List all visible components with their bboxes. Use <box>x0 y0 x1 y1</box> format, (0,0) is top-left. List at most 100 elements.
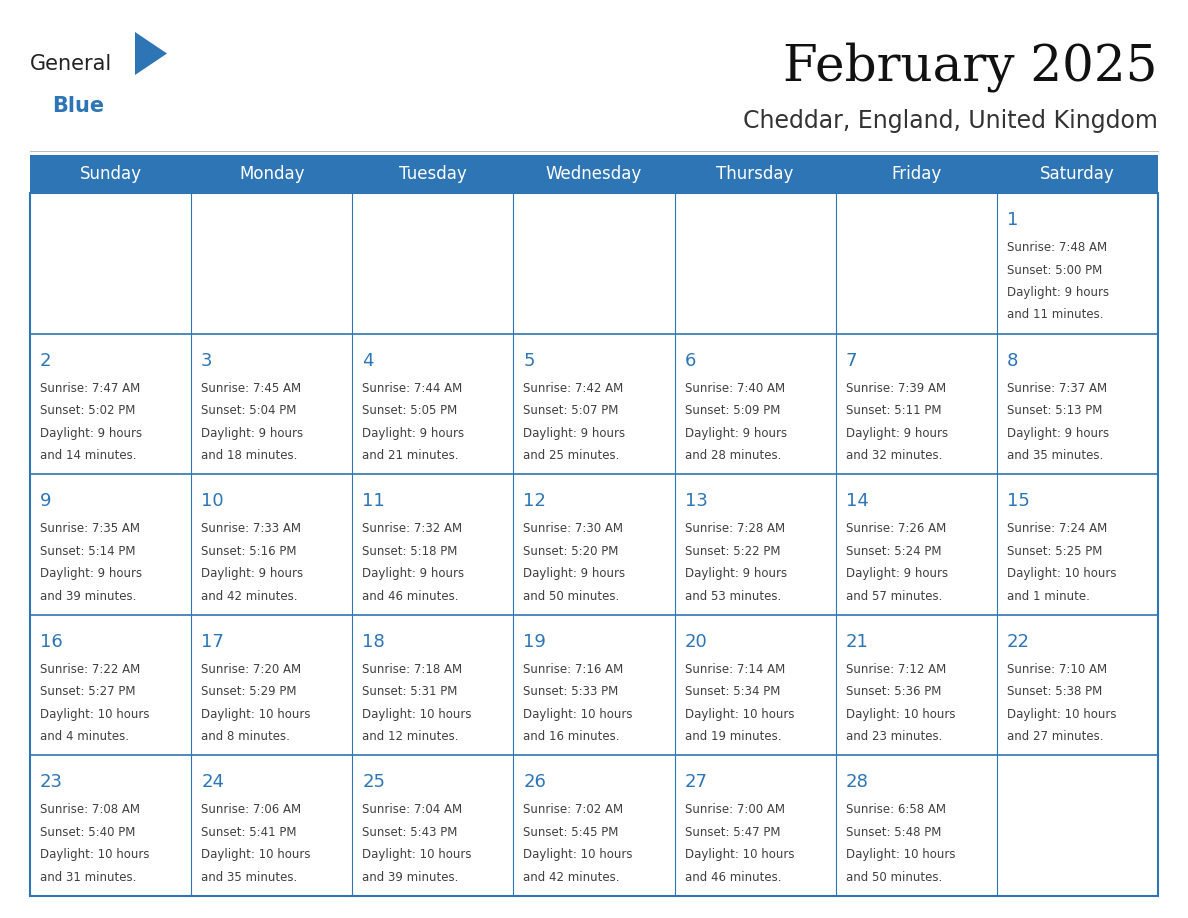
Text: Daylight: 9 hours: Daylight: 9 hours <box>201 567 303 580</box>
Text: Sunrise: 7:24 AM: Sunrise: 7:24 AM <box>1007 522 1107 535</box>
Text: 24: 24 <box>201 773 225 791</box>
Text: Sunset: 5:09 PM: Sunset: 5:09 PM <box>684 404 781 417</box>
Text: Daylight: 10 hours: Daylight: 10 hours <box>362 708 472 721</box>
Text: 25: 25 <box>362 773 385 791</box>
Text: Sunset: 5:29 PM: Sunset: 5:29 PM <box>201 686 297 699</box>
Text: Daylight: 9 hours: Daylight: 9 hours <box>846 567 948 580</box>
Text: 1: 1 <box>1007 211 1018 229</box>
Text: Sunset: 5:25 PM: Sunset: 5:25 PM <box>1007 544 1102 558</box>
Text: and 42 minutes.: and 42 minutes. <box>201 589 298 603</box>
Text: Sunrise: 7:06 AM: Sunrise: 7:06 AM <box>201 803 302 816</box>
Text: and 46 minutes.: and 46 minutes. <box>684 871 781 884</box>
Text: and 35 minutes.: and 35 minutes. <box>201 871 297 884</box>
Text: and 31 minutes.: and 31 minutes. <box>40 871 137 884</box>
Text: Sunrise: 7:37 AM: Sunrise: 7:37 AM <box>1007 382 1107 395</box>
Text: Sunrise: 7:32 AM: Sunrise: 7:32 AM <box>362 522 462 535</box>
Text: Sunset: 5:45 PM: Sunset: 5:45 PM <box>524 826 619 839</box>
Bar <box>30 193 1158 896</box>
Text: Daylight: 9 hours: Daylight: 9 hours <box>362 567 465 580</box>
Text: Monday: Monday <box>239 165 304 183</box>
Text: Sunset: 5:36 PM: Sunset: 5:36 PM <box>846 686 941 699</box>
Text: Sunset: 5:24 PM: Sunset: 5:24 PM <box>846 544 941 558</box>
Text: Sunset: 5:38 PM: Sunset: 5:38 PM <box>1007 686 1102 699</box>
Text: and 39 minutes.: and 39 minutes. <box>40 589 137 603</box>
Text: General: General <box>30 54 112 74</box>
Text: Daylight: 9 hours: Daylight: 9 hours <box>201 427 303 440</box>
Text: Sunrise: 7:47 AM: Sunrise: 7:47 AM <box>40 382 140 395</box>
Text: 18: 18 <box>362 633 385 651</box>
Text: Sunset: 5:48 PM: Sunset: 5:48 PM <box>846 826 941 839</box>
Text: and 16 minutes.: and 16 minutes. <box>524 731 620 744</box>
Text: 14: 14 <box>846 492 868 510</box>
Text: Sunrise: 7:20 AM: Sunrise: 7:20 AM <box>201 663 302 676</box>
Text: Daylight: 10 hours: Daylight: 10 hours <box>684 708 794 721</box>
Text: and 11 minutes.: and 11 minutes. <box>1007 308 1104 321</box>
Text: Sunrise: 7:08 AM: Sunrise: 7:08 AM <box>40 803 140 816</box>
Text: Sunrise: 7:39 AM: Sunrise: 7:39 AM <box>846 382 946 395</box>
Text: Sunset: 5:00 PM: Sunset: 5:00 PM <box>1007 263 1102 276</box>
Text: Sunrise: 7:22 AM: Sunrise: 7:22 AM <box>40 663 140 676</box>
Text: and 23 minutes.: and 23 minutes. <box>846 731 942 744</box>
Text: and 4 minutes.: and 4 minutes. <box>40 731 129 744</box>
Text: Daylight: 9 hours: Daylight: 9 hours <box>524 567 626 580</box>
Text: and 8 minutes.: and 8 minutes. <box>201 731 290 744</box>
Text: Sunset: 5:22 PM: Sunset: 5:22 PM <box>684 544 781 558</box>
Text: Sunset: 5:20 PM: Sunset: 5:20 PM <box>524 544 619 558</box>
Text: and 50 minutes.: and 50 minutes. <box>846 871 942 884</box>
Text: Sunrise: 7:40 AM: Sunrise: 7:40 AM <box>684 382 785 395</box>
Text: Daylight: 10 hours: Daylight: 10 hours <box>846 848 955 861</box>
Text: Sunrise: 7:12 AM: Sunrise: 7:12 AM <box>846 663 946 676</box>
Text: 27: 27 <box>684 773 708 791</box>
Text: Sunrise: 7:02 AM: Sunrise: 7:02 AM <box>524 803 624 816</box>
Text: Daylight: 10 hours: Daylight: 10 hours <box>684 848 794 861</box>
Text: 28: 28 <box>846 773 868 791</box>
Text: Sunset: 5:11 PM: Sunset: 5:11 PM <box>846 404 941 417</box>
Text: Sunset: 5:34 PM: Sunset: 5:34 PM <box>684 686 781 699</box>
Text: 22: 22 <box>1007 633 1030 651</box>
Text: Sunset: 5:02 PM: Sunset: 5:02 PM <box>40 404 135 417</box>
Text: Sunset: 5:05 PM: Sunset: 5:05 PM <box>362 404 457 417</box>
Text: Sunrise: 7:18 AM: Sunrise: 7:18 AM <box>362 663 462 676</box>
Text: Daylight: 9 hours: Daylight: 9 hours <box>846 427 948 440</box>
Text: and 50 minutes.: and 50 minutes. <box>524 589 620 603</box>
Text: and 57 minutes.: and 57 minutes. <box>846 589 942 603</box>
Text: Sunrise: 7:10 AM: Sunrise: 7:10 AM <box>1007 663 1107 676</box>
Text: Sunrise: 7:44 AM: Sunrise: 7:44 AM <box>362 382 462 395</box>
Text: and 21 minutes.: and 21 minutes. <box>362 449 459 462</box>
Text: and 27 minutes.: and 27 minutes. <box>1007 731 1104 744</box>
Text: Friday: Friday <box>891 165 941 183</box>
Text: and 1 minute.: and 1 minute. <box>1007 589 1089 603</box>
Text: Daylight: 10 hours: Daylight: 10 hours <box>524 848 633 861</box>
Text: Sunrise: 6:58 AM: Sunrise: 6:58 AM <box>846 803 946 816</box>
Text: Sunset: 5:31 PM: Sunset: 5:31 PM <box>362 686 457 699</box>
Text: Daylight: 10 hours: Daylight: 10 hours <box>846 708 955 721</box>
Text: Daylight: 9 hours: Daylight: 9 hours <box>1007 427 1108 440</box>
Text: Sunrise: 7:14 AM: Sunrise: 7:14 AM <box>684 663 785 676</box>
Text: Sunset: 5:33 PM: Sunset: 5:33 PM <box>524 686 619 699</box>
Text: and 39 minutes.: and 39 minutes. <box>362 871 459 884</box>
Text: Sunrise: 7:26 AM: Sunrise: 7:26 AM <box>846 522 946 535</box>
Text: Daylight: 10 hours: Daylight: 10 hours <box>524 708 633 721</box>
Text: 13: 13 <box>684 492 707 510</box>
Text: Daylight: 9 hours: Daylight: 9 hours <box>40 567 143 580</box>
Text: Sunset: 5:47 PM: Sunset: 5:47 PM <box>684 826 781 839</box>
Text: Wednesday: Wednesday <box>545 165 643 183</box>
Polygon shape <box>135 32 168 75</box>
Text: 4: 4 <box>362 352 374 370</box>
Text: 16: 16 <box>40 633 63 651</box>
Text: and 42 minutes.: and 42 minutes. <box>524 871 620 884</box>
Text: Sunset: 5:14 PM: Sunset: 5:14 PM <box>40 544 135 558</box>
Text: Sunrise: 7:35 AM: Sunrise: 7:35 AM <box>40 522 140 535</box>
Text: Sunday: Sunday <box>80 165 141 183</box>
Text: Daylight: 9 hours: Daylight: 9 hours <box>362 427 465 440</box>
Text: 6: 6 <box>684 352 696 370</box>
Text: Sunset: 5:18 PM: Sunset: 5:18 PM <box>362 544 457 558</box>
Text: and 35 minutes.: and 35 minutes. <box>1007 449 1104 462</box>
Text: and 12 minutes.: and 12 minutes. <box>362 731 459 744</box>
Text: February 2025: February 2025 <box>784 41 1158 92</box>
Text: 17: 17 <box>201 633 225 651</box>
Text: and 53 minutes.: and 53 minutes. <box>684 589 781 603</box>
Text: 10: 10 <box>201 492 223 510</box>
Text: 2: 2 <box>40 352 51 370</box>
Text: Daylight: 10 hours: Daylight: 10 hours <box>1007 567 1117 580</box>
